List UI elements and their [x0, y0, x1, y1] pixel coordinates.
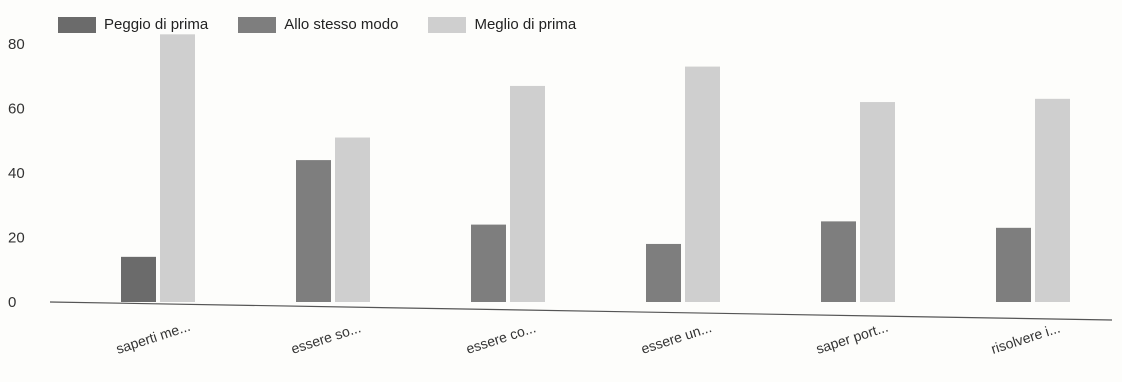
bar-meglio-4: [860, 102, 895, 302]
legend-swatch-stesso: [238, 16, 277, 33]
bar-stesso-3: [646, 243, 681, 302]
legend-item-peggio: Peggio di prima: [58, 16, 208, 33]
chart-legend: Peggio di prima Allo stesso modo Meglio …: [58, 16, 576, 33]
bar-meglio-0: [160, 34, 195, 302]
bar-peggio-0: [121, 256, 156, 302]
legend-swatch-meglio: [428, 16, 467, 33]
x-axis-line: [49, 301, 1113, 321]
x-tick-label-2: essere co...: [464, 319, 538, 357]
legend-label-peggio: Peggio di prima: [104, 16, 209, 33]
y-tick-label-20: 20: [8, 230, 25, 247]
x-tick-label-0: saperti me...: [114, 318, 192, 357]
bar-stesso-4: [821, 221, 856, 302]
legend-swatch-peggio: [58, 16, 96, 33]
legend-item-stesso: Allo stesso modo: [238, 16, 398, 33]
bar-stesso-5: [996, 227, 1031, 302]
legend-label-stesso: Allo stesso modo: [284, 16, 399, 33]
y-tick-label-40: 40: [8, 165, 25, 182]
y-tick-label-0: 0: [8, 294, 16, 311]
bar-meglio-3: [685, 66, 720, 302]
bar-meglio-1: [335, 137, 370, 302]
y-tick-label-80: 80: [8, 36, 25, 53]
x-tick-label-4: saper port...: [814, 319, 890, 357]
x-tick-label-3: essere un...: [639, 319, 714, 357]
bar-stesso-2: [471, 224, 506, 302]
legend-item-meglio: Meglio di prima: [428, 16, 576, 33]
bar-meglio-2: [510, 85, 545, 302]
x-tick-label-5: risolvere i...: [989, 320, 1062, 357]
bar-meglio-5: [1035, 98, 1070, 302]
y-tick-label-60: 60: [8, 101, 25, 118]
x-tick-label-1: essere so...: [289, 319, 363, 357]
bar-stesso-1: [296, 160, 331, 302]
legend-label-meglio: Meglio di prima: [474, 16, 577, 33]
